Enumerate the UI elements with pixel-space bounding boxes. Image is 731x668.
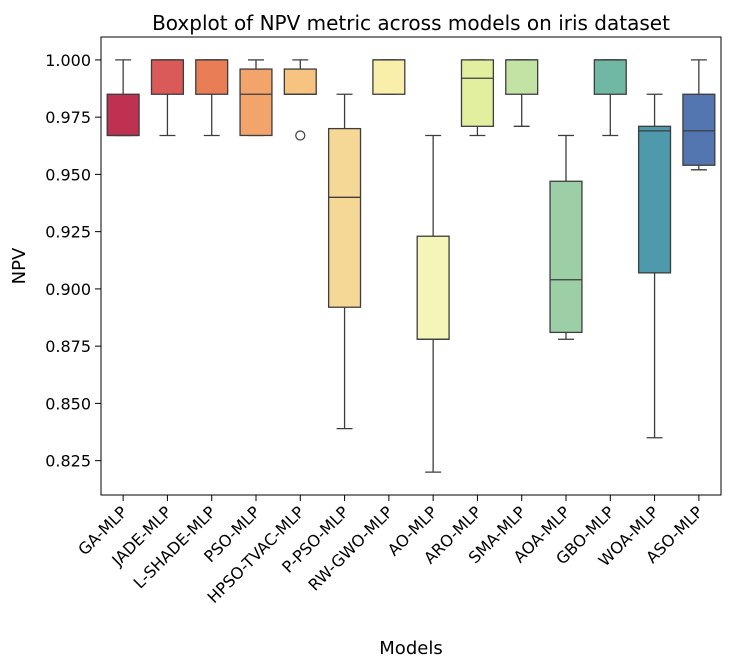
y-tick-label: 0.875 bbox=[45, 337, 91, 356]
box-aso-mlp bbox=[682, 59, 716, 171]
box-hpso-tvac-mlp bbox=[283, 59, 317, 141]
box-body bbox=[106, 93, 140, 137]
box-ao-mlp bbox=[416, 134, 450, 473]
y-tick-label: 1.000 bbox=[45, 51, 91, 70]
box-woa-mlp bbox=[637, 93, 672, 439]
box-jade-mlp bbox=[150, 59, 185, 137]
box-body bbox=[150, 59, 185, 95]
box-body bbox=[283, 68, 317, 95]
y-tick-label: 0.900 bbox=[45, 280, 91, 299]
box-gbo-mlp bbox=[593, 59, 627, 137]
box-l-shade-mlp bbox=[195, 59, 229, 137]
box-body bbox=[505, 59, 539, 95]
y-axis: 0.825 0.850 0.875 0.900 0.925 0.950 0.975 1.000 bbox=[45, 51, 101, 471]
box-body bbox=[195, 59, 229, 95]
outlier-point bbox=[295, 130, 306, 141]
y-axis-label: NPV bbox=[9, 247, 30, 284]
y-tick-label: 0.975 bbox=[45, 108, 91, 127]
box-body bbox=[416, 235, 450, 340]
x-axis-label: Models bbox=[379, 638, 442, 659]
y-tick-label: 0.825 bbox=[45, 452, 91, 471]
box-p-pso-mlp bbox=[327, 93, 362, 430]
box-aoa-mlp bbox=[549, 134, 583, 340]
box-sma-mlp bbox=[505, 59, 539, 127]
box-body bbox=[549, 180, 583, 334]
box-body bbox=[593, 59, 627, 95]
box-body bbox=[327, 127, 362, 308]
box-body bbox=[637, 125, 672, 274]
box-rw-gwo-mlp bbox=[372, 59, 406, 95]
y-tick-label: 0.950 bbox=[45, 165, 91, 184]
box-body bbox=[460, 59, 495, 127]
box-ga-mlp bbox=[106, 59, 140, 137]
box-aro-mlp bbox=[460, 59, 495, 137]
box-body bbox=[372, 59, 406, 95]
plot-area bbox=[100, 36, 722, 496]
boxes-group bbox=[106, 59, 716, 473]
chart-title: Boxplot of NPV metric across models on i… bbox=[152, 11, 670, 35]
y-tick-label: 0.850 bbox=[45, 394, 91, 413]
y-tick-label: 0.925 bbox=[45, 223, 91, 242]
box-pso-mlp bbox=[239, 59, 273, 137]
box-body bbox=[239, 68, 273, 137]
x-axis: GA-MLPJADE-MLPL-SHADE-MLPPSO-MLPHPSO-TVA… bbox=[74, 495, 707, 607]
box-body bbox=[682, 93, 716, 166]
